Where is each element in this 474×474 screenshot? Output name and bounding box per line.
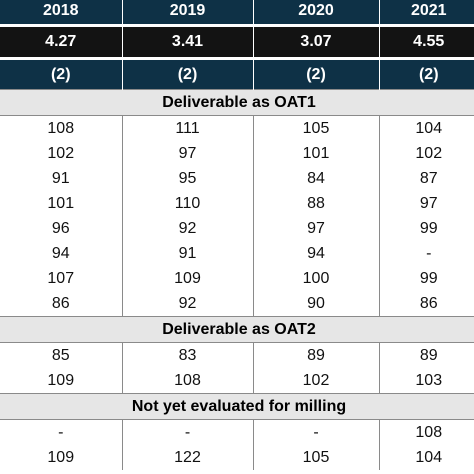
value-header-cell: 3.07 xyxy=(253,24,380,60)
table-row: 102 97 101 102 xyxy=(0,141,474,166)
table-cell: - xyxy=(253,419,380,445)
table-cell: 86 xyxy=(0,291,123,317)
note-header-cell: (2) xyxy=(253,58,380,90)
table-cell: 111 xyxy=(122,115,254,141)
table-cell: 89 xyxy=(379,342,474,368)
table-cell: 103 xyxy=(379,368,474,394)
value-header-cell: 4.55 xyxy=(379,24,474,60)
table-cell: - xyxy=(0,419,123,445)
table-row: - - - 108 xyxy=(0,419,474,445)
table-row: 96 92 97 99 xyxy=(0,216,474,241)
table-cell: 89 xyxy=(253,342,380,368)
table-cell: 91 xyxy=(0,166,123,191)
table-cell: 101 xyxy=(253,141,380,166)
table-row: 101 110 88 97 xyxy=(0,191,474,216)
value-header-cell: 4.27 xyxy=(0,24,123,60)
table-cell: 104 xyxy=(379,445,474,470)
table-cell: 95 xyxy=(122,166,254,191)
section-heading-oat2: Deliverable as OAT2 xyxy=(0,316,474,343)
table-cell: 96 xyxy=(0,216,123,241)
table-row: 91 95 84 87 xyxy=(0,166,474,191)
table-cell: 86 xyxy=(379,291,474,317)
table-cell: 91 xyxy=(122,241,254,266)
table-cell: 109 xyxy=(0,368,123,394)
value-header-row: 4.27 3.41 3.07 4.55 xyxy=(0,24,474,60)
section-heading-oat1: Deliverable as OAT1 xyxy=(0,89,474,116)
table-cell: - xyxy=(379,241,474,266)
table-row: 108 111 105 104 xyxy=(0,115,474,141)
table-cell: 85 xyxy=(0,342,123,368)
table-row: 85 83 89 89 xyxy=(0,342,474,368)
note-header-cell: (2) xyxy=(122,58,254,90)
table-cell: 90 xyxy=(253,291,380,317)
table-cell: 99 xyxy=(379,216,474,241)
table-cell: 104 xyxy=(379,115,474,141)
table-cell: 99 xyxy=(379,266,474,291)
section-heading-row: Deliverable as OAT2 xyxy=(0,316,474,343)
table-cell: 94 xyxy=(253,241,380,266)
table-cell: 88 xyxy=(253,191,380,216)
table-cell: 102 xyxy=(0,141,123,166)
year-header-cell: 2018 xyxy=(0,0,123,26)
year-header-cell: 2019 xyxy=(122,0,254,26)
table-cell: 101 xyxy=(0,191,123,216)
table-cell: 94 xyxy=(0,241,123,266)
table-row: 94 91 94 - xyxy=(0,241,474,266)
section-heading-row: Not yet evaluated for milling xyxy=(0,393,474,420)
note-header-row: (2) (2) (2) (2) xyxy=(0,58,474,90)
table-row: 86 92 90 86 xyxy=(0,291,474,317)
value-header-cell: 3.41 xyxy=(122,24,254,60)
table-row: 107 109 100 99 xyxy=(0,266,474,291)
table-cell: 108 xyxy=(122,368,254,394)
table-cell: 110 xyxy=(122,191,254,216)
note-header-cell: (2) xyxy=(0,58,123,90)
table-cell: - xyxy=(122,419,254,445)
table-cell: 122 xyxy=(122,445,254,470)
table-cell: 109 xyxy=(122,266,254,291)
table-cell: 108 xyxy=(0,115,123,141)
table-row: 109 122 105 104 xyxy=(0,445,474,470)
table-cell: 92 xyxy=(122,216,254,241)
table-cell: 107 xyxy=(0,266,123,291)
table-cell: 100 xyxy=(253,266,380,291)
table-cell: 97 xyxy=(379,191,474,216)
section-heading-row: Deliverable as OAT1 xyxy=(0,89,474,116)
section-heading-not-evaluated: Not yet evaluated for milling xyxy=(0,393,474,420)
note-header-cell: (2) xyxy=(379,58,474,90)
table-cell: 102 xyxy=(253,368,380,394)
year-header-cell: 2021 xyxy=(379,0,474,26)
table-cell: 102 xyxy=(379,141,474,166)
table-cell: 92 xyxy=(122,291,254,317)
table-cell: 108 xyxy=(379,419,474,445)
table-cell: 97 xyxy=(122,141,254,166)
year-header-row: 2018 2019 2020 2021 xyxy=(0,0,474,26)
table-cell: 84 xyxy=(253,166,380,191)
table-cell: 105 xyxy=(253,115,380,141)
table-cell: 105 xyxy=(253,445,380,470)
year-header-cell: 2020 xyxy=(253,0,380,26)
table-cell: 87 xyxy=(379,166,474,191)
table-cell: 109 xyxy=(0,445,123,470)
table-cell: 83 xyxy=(122,342,254,368)
table-cell: 97 xyxy=(253,216,380,241)
table-row: 109 108 102 103 xyxy=(0,368,474,394)
